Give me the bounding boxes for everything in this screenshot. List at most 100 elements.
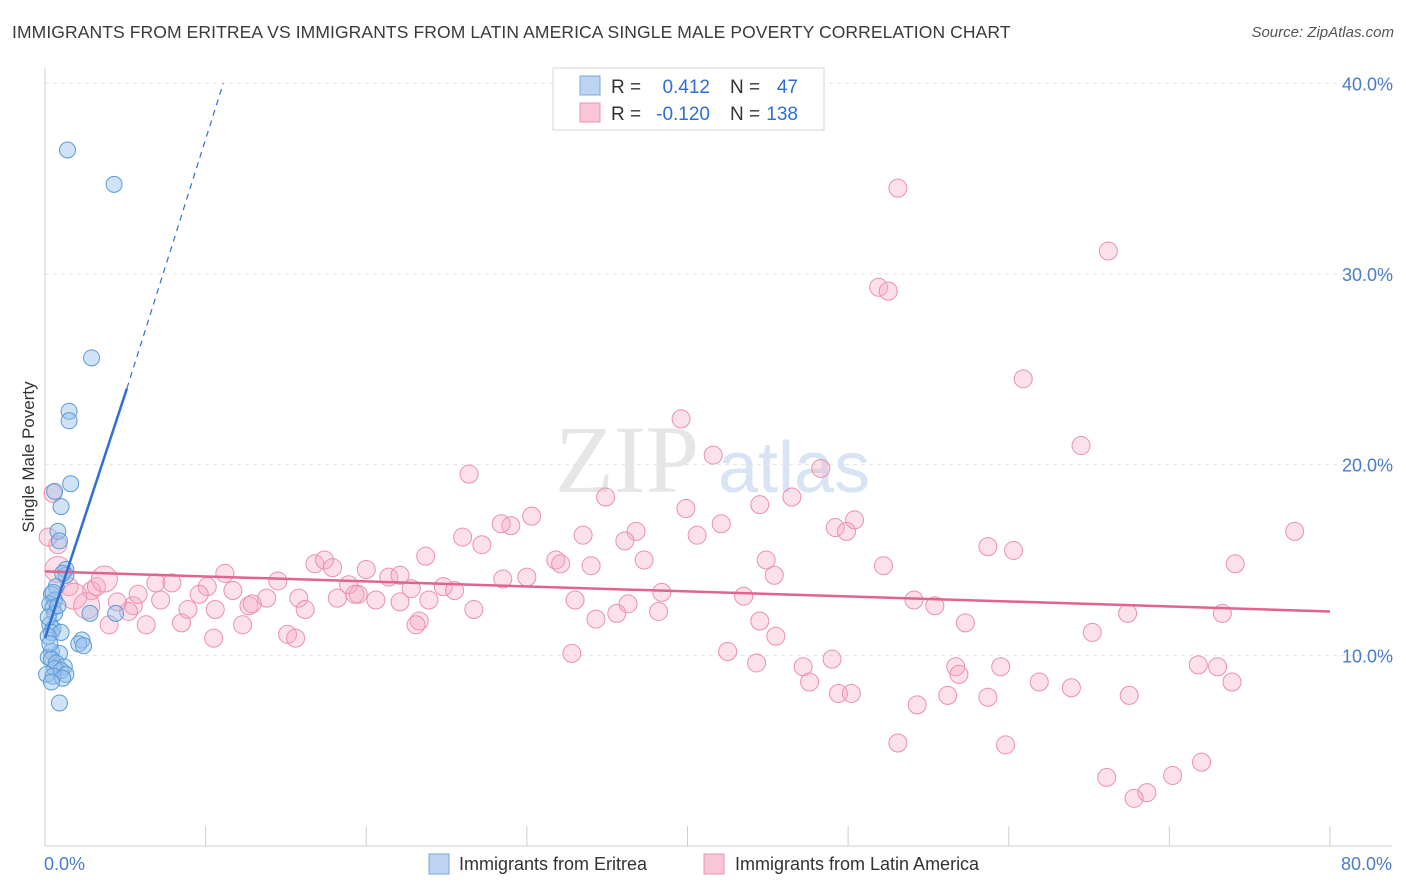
latin-point: [1004, 540, 1024, 560]
eritrea-point: [105, 175, 123, 193]
bottom-legend: Immigrants from Eritrea Immigrants from …: [428, 853, 980, 875]
latin-point: [888, 178, 908, 198]
latin-point: [172, 613, 192, 633]
latin-point: [586, 609, 606, 629]
latin-point: [551, 554, 571, 574]
latin-point: [869, 277, 889, 297]
axes: [44, 68, 1392, 847]
latin-point: [38, 527, 58, 547]
latin-point: [151, 590, 171, 610]
eritrea-point: [75, 637, 93, 655]
latin-point: [676, 498, 696, 518]
latin-point: [845, 510, 865, 530]
latin-point: [1222, 672, 1242, 692]
series-eritrea: [38, 141, 125, 712]
latin-point: [671, 409, 691, 429]
trend-line-latin: [44, 570, 1331, 613]
latin-point: [925, 596, 945, 616]
source-label: Source: ZipAtlas.com: [1251, 24, 1394, 41]
legend-swatch-eritrea: [579, 75, 601, 96]
latin-point: [366, 590, 386, 610]
latin-point: [501, 516, 521, 536]
latin-point: [119, 601, 139, 621]
latin-point: [615, 531, 635, 551]
latin-point: [703, 445, 723, 465]
watermark-atlas: atlas: [718, 428, 870, 508]
eritrea-point: [52, 498, 70, 516]
eritrea-point: [107, 604, 125, 622]
gridlines: [45, 82, 1392, 656]
latin-point: [1061, 678, 1081, 698]
legend-r-label-eritrea: R =: [611, 77, 641, 98]
y-tick-label-30: 30.0%: [1342, 265, 1393, 285]
latin-point: [825, 518, 845, 538]
eritrea-point: [60, 412, 78, 430]
eritrea-point: [46, 482, 64, 500]
latin-point: [811, 458, 831, 478]
eritrea-point: [50, 694, 68, 712]
latin-point: [766, 626, 786, 646]
latin-point: [128, 584, 148, 604]
trend-lines: [43, 83, 1331, 639]
legend-r-value-eritrea: 0.412: [662, 77, 710, 98]
latin-point: [734, 586, 754, 606]
latin-point: [1119, 685, 1139, 705]
eritrea-point: [62, 475, 80, 493]
correlation-legend: R = 0.412 N = 47 R = -0.120 N = 138: [552, 67, 825, 131]
latin-point: [215, 563, 235, 583]
eritrea-point: [83, 349, 101, 367]
latin-point: [782, 487, 802, 507]
eritrea-point: [58, 141, 76, 159]
latin-point: [1192, 752, 1211, 772]
watermark-zip: ZIP: [555, 406, 699, 513]
latin-point: [1163, 765, 1183, 785]
latin-point: [750, 495, 770, 515]
latin-point: [878, 281, 898, 301]
latin-point: [327, 588, 347, 608]
latin-point: [522, 506, 542, 526]
x-ticks: [44, 826, 1331, 846]
latin-point: [904, 590, 924, 610]
latin-point: [491, 514, 511, 534]
latin-point: [136, 615, 156, 635]
latin-point: [747, 653, 767, 673]
latin-point: [314, 550, 334, 570]
latin-point: [493, 569, 513, 589]
latin-point: [1029, 672, 1049, 692]
latin-point: [464, 600, 484, 620]
latin-point: [718, 642, 738, 661]
y-tick-label-20: 20.0%: [1342, 456, 1393, 476]
y-tick-label-10: 10.0%: [1342, 646, 1393, 666]
eritrea-point: [81, 604, 99, 622]
latin-point: [345, 584, 365, 604]
latin-point: [268, 571, 288, 591]
bottom-legend-label-eritrea: Immigrants from Eritrea: [459, 854, 648, 874]
latin-point: [764, 565, 784, 585]
latin-point: [242, 594, 262, 614]
latin-point: [1097, 767, 1117, 787]
latin-point: [1225, 554, 1245, 574]
latin-point: [873, 556, 893, 576]
latin-point: [991, 657, 1011, 677]
latin-point: [750, 611, 770, 631]
eritrea-point: [50, 532, 68, 550]
latin-point: [445, 580, 465, 600]
latin-point: [1013, 369, 1033, 389]
legend-r-value-latin: -0.120: [656, 104, 710, 125]
latin-point: [409, 611, 429, 631]
latin-point: [433, 577, 453, 597]
latin-point: [649, 601, 669, 621]
latin-point: [453, 527, 473, 547]
bottom-legend-swatch-eritrea: [428, 853, 450, 875]
latin-point: [1071, 436, 1091, 456]
latin-point: [565, 590, 585, 610]
latin-point: [286, 628, 306, 648]
trend-line-eritrea: [43, 387, 129, 639]
eritrea-point: [60, 402, 78, 420]
legend-r-label-latin: R =: [611, 104, 641, 125]
latin-point: [596, 487, 616, 507]
legend-swatch-latin: [579, 102, 601, 123]
latin-point: [204, 628, 224, 648]
latin-point: [1098, 241, 1118, 261]
